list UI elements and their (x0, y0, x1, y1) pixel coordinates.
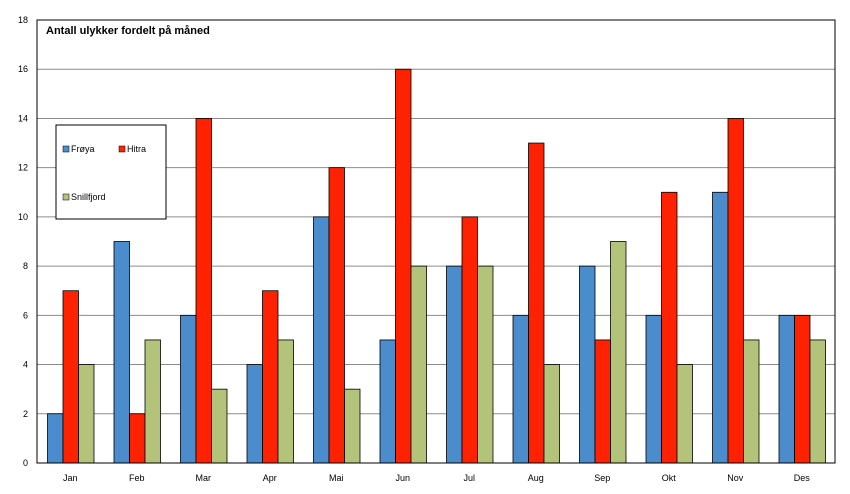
bar-snillfjord-nov (743, 339, 760, 464)
bar-frøya-jul (446, 265, 463, 464)
y-axis-tick-labels: 0 2 4 6 8 10 12 14 16 18 (18, 15, 28, 468)
bar-hitra-apr (262, 290, 279, 464)
bar-snillfjord-des (809, 339, 826, 464)
x-tick-label: Apr (263, 473, 277, 483)
bar-hitra-jun (395, 68, 412, 464)
bar-hitra-aug (528, 142, 545, 464)
bar-hitra-feb (129, 413, 146, 464)
x-tick-label: Jan (63, 473, 78, 483)
y-tick-label: 14 (18, 113, 28, 123)
x-tick-label: Aug (528, 473, 544, 483)
legend-label-hitra: Hitra (127, 144, 146, 154)
plot-area-border (36, 19, 836, 464)
x-tick-label: Okt (662, 473, 677, 483)
bar-hitra-jul (461, 216, 478, 464)
y-tick-label: 12 (18, 163, 28, 173)
y-tick-label: 6 (23, 310, 28, 320)
bar-hitra-jan (62, 290, 79, 464)
legend-swatch-hitra (118, 145, 126, 153)
bar-hitra-des (794, 314, 811, 464)
x-tick-label: Nov (727, 473, 744, 483)
x-axis-tick-labels: Jan Feb Mar Apr Mai Jun Jul Aug Sep Okt Nov Des (63, 473, 810, 483)
bar-snillfjord-okt (676, 364, 693, 464)
bar-hitra-okt (661, 191, 678, 464)
x-tick-label: Mar (196, 473, 212, 483)
bar-frøya-jan (47, 413, 64, 464)
legend-label-snillfjord: Snillfjord (71, 192, 106, 202)
bar-snillfjord-mar (211, 388, 228, 464)
y-tick-label: 4 (23, 360, 28, 370)
bar-hitra-mai (328, 167, 345, 464)
x-tick-label: Des (794, 473, 811, 483)
bar-frøya-apr (246, 364, 263, 464)
y-tick-label: 8 (23, 261, 28, 271)
y-tick-label: 18 (18, 15, 28, 25)
bar-snillfjord-apr (277, 339, 294, 464)
bar-hitra-nov (727, 118, 744, 464)
bar-snillfjord-jul (477, 265, 494, 464)
bar-frøya-mar (180, 314, 197, 464)
gridlines (37, 68, 835, 415)
y-tick-label: 10 (18, 212, 28, 222)
bar-frøya-sep (579, 265, 596, 464)
x-tick-label: Jun (395, 473, 410, 483)
legend-label-frøya: Frøya (71, 144, 95, 154)
x-tick-label: Feb (129, 473, 145, 483)
y-tick-label: 0 (23, 458, 28, 468)
bar-snillfjord-mai (344, 388, 361, 464)
bar-snillfjord-jun (410, 265, 427, 464)
bar-frøya-aug (512, 314, 529, 464)
bars (47, 68, 826, 464)
legend-swatch-snillfjord (62, 193, 70, 201)
bar-snillfjord-jan (78, 364, 95, 464)
bar-frøya-des (778, 314, 795, 464)
x-tick-label: Mai (329, 473, 344, 483)
bar-frøya-mai (313, 216, 330, 464)
legend: Frøya Hitra Snillfjord (55, 124, 167, 220)
legend-swatch-frøya (62, 145, 70, 153)
y-tick-label: 2 (23, 409, 28, 419)
x-tick-label: Sep (594, 473, 610, 483)
bar-hitra-sep (594, 339, 611, 464)
bar-snillfjord-sep (610, 241, 627, 464)
bar-frøya-jun (379, 339, 396, 464)
y-tick-label: 16 (18, 64, 28, 74)
chart-title: Antall ulykker fordelt på måned (46, 25, 210, 37)
bar-frøya-okt (645, 314, 662, 464)
x-tick-label: Jul (463, 473, 475, 483)
legend-box (55, 124, 167, 220)
bar-snillfjord-aug (543, 364, 560, 464)
bar-frøya-feb (113, 241, 130, 464)
bar-frøya-nov (712, 191, 729, 464)
bar-hitra-mar (195, 118, 212, 464)
bar-snillfjord-feb (144, 339, 161, 464)
